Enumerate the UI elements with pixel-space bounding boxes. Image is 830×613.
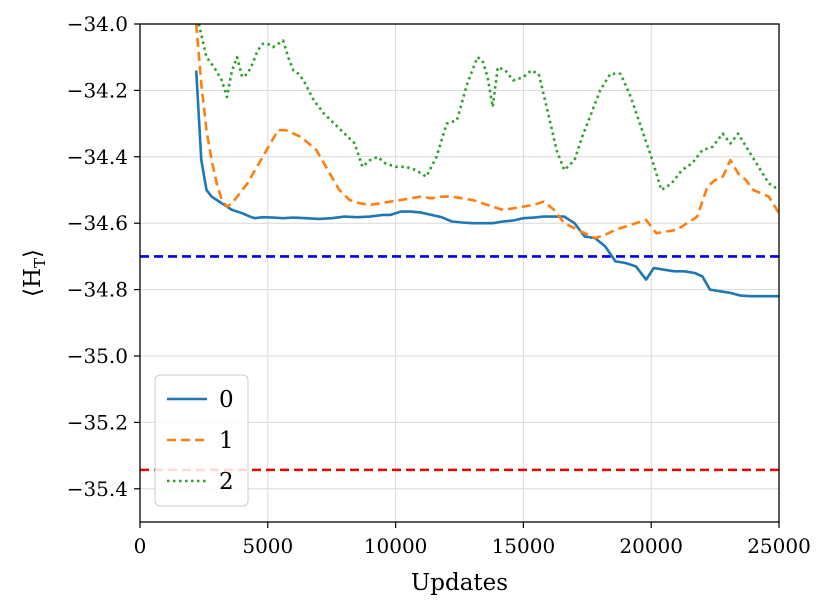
y-tick-label: −35.4 [67,477,128,501]
series-line-0 [194,70,779,298]
x-axis-title: Updates [411,570,508,596]
series-line-2 [197,23,780,192]
legend-label-0: 0 [219,387,234,413]
plot-frame [139,23,780,523]
y-tick-label: −34.6 [67,211,128,235]
x-tick-label: 20000 [619,534,683,558]
y-axis-title-main: ⟨H [20,268,46,297]
svg-text:⟨HT⟩: ⟨HT⟩ [20,249,49,297]
legend-label-1: 1 [219,428,234,454]
x-tick-label: 15000 [492,534,556,558]
legend: 0 1 2 [154,374,249,507]
x-tick-label: 5000 [242,534,293,558]
y-tick-label: −34.0 [67,12,128,36]
y-axis-title: ⟨HT⟩ [20,249,49,297]
x-tick-label: 10000 [364,534,428,558]
series-line-1 [194,23,781,240]
axis-ticks: 0 5000 10000 15000 20000 25000 −35.4 −35.2 −35.0… [67,12,811,558]
y-tick-label: −34.8 [67,278,128,302]
x-tick-label: 25000 [747,534,811,558]
x-tick-label: 0 [134,534,147,558]
y-tick-label: −34.4 [67,145,128,169]
series-lines [194,23,781,298]
y-axis-title-sub: T [31,258,49,268]
legend-label-2: 2 [219,469,234,495]
y-tick-label: −35.2 [67,410,128,434]
y-tick-label: −34.2 [67,78,128,102]
y-axis-title-close: ⟩ [20,249,46,258]
y-tick-label: −35.0 [67,344,128,368]
